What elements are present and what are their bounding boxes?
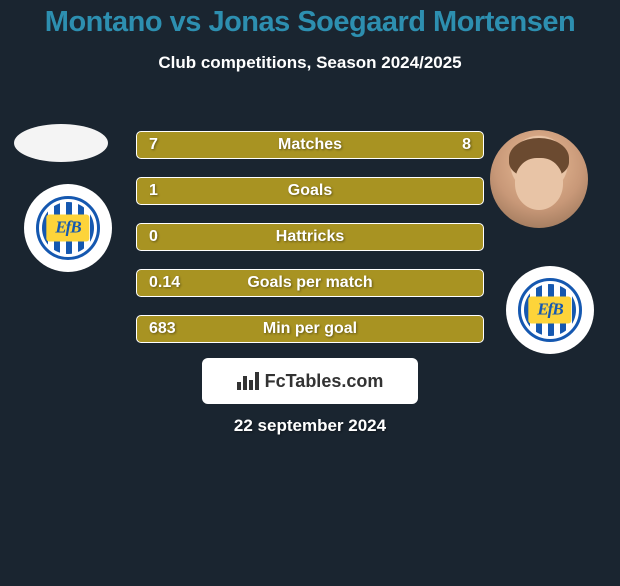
comparison-title: Montano vs Jonas Soegaard Mortensen <box>0 6 620 39</box>
efb-logo-icon <box>36 196 100 260</box>
stat-left-value: 7 <box>149 136 158 154</box>
stat-label: Min per goal <box>263 320 357 338</box>
stat-bar: 683 Min per goal <box>136 315 484 343</box>
stat-bar: 7 Matches 8 <box>136 131 484 159</box>
stat-bar: 0 Hattricks <box>136 223 484 251</box>
brand-text: FcTables.com <box>265 371 384 392</box>
stat-bar: 1 Goals <box>136 177 484 205</box>
stat-label: Goals <box>288 182 332 200</box>
stat-left-value: 0 <box>149 228 158 246</box>
stat-left-value: 683 <box>149 320 176 338</box>
stat-left-value: 0.14 <box>149 274 180 292</box>
bar-chart-icon <box>237 372 259 390</box>
stat-right-value: 8 <box>462 136 471 154</box>
stat-left-value: 1 <box>149 182 158 200</box>
team-left-badge <box>24 184 112 272</box>
player-right-avatar <box>490 130 588 228</box>
brand-badge: FcTables.com <box>202 358 418 404</box>
stat-label: Goals per match <box>247 274 372 292</box>
team-right-badge <box>506 266 594 354</box>
stat-bar: 0.14 Goals per match <box>136 269 484 297</box>
stat-label: Matches <box>278 136 342 154</box>
player-left-avatar <box>14 124 108 162</box>
efb-logo-icon <box>518 278 582 342</box>
comparison-subtitle: Club competitions, Season 2024/2025 <box>0 53 620 73</box>
date-label: 22 september 2024 <box>234 416 386 436</box>
stat-label: Hattricks <box>276 228 344 246</box>
stat-bars: 7 Matches 8 1 Goals 0 Hattricks 0.14 Goa… <box>136 131 484 361</box>
